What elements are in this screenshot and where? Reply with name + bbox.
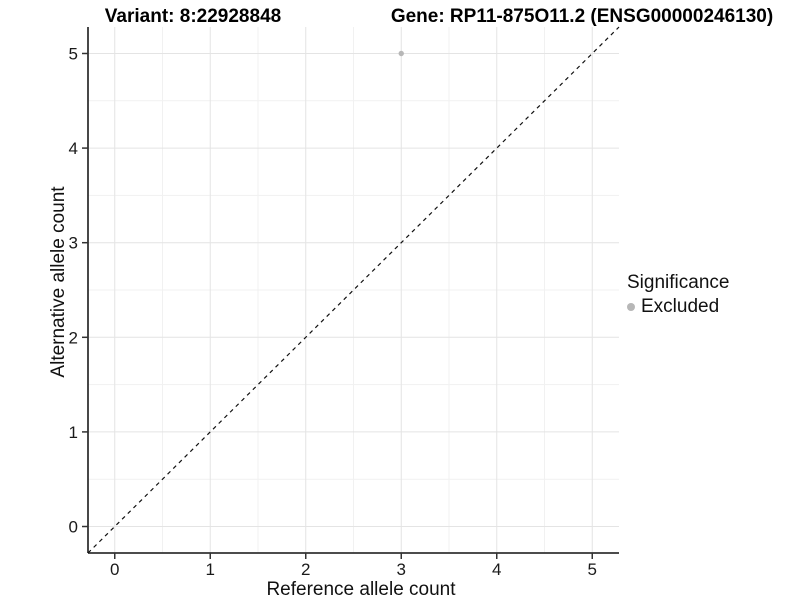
y-axis-title: Alternative allele count [48,186,69,378]
legend: Significance Excluded [627,272,729,319]
x-tick-label: 2 [301,560,310,579]
x-axis-title: Reference allele count [266,579,456,600]
y-tick-label: 4 [69,139,78,158]
y-tick-label: 0 [69,518,78,537]
axes [87,27,619,554]
data-points [398,50,404,57]
variant-title: Variant: 8:22928848 [105,6,281,27]
legend-dot-icon [627,303,635,312]
y-tick-label: 3 [69,234,78,253]
axis-ticks: 0 1 2 3 4 5 0 1 2 3 4 5 [69,44,597,579]
legend-title: Significance [627,272,730,293]
y-tick-label: 1 [69,423,78,442]
x-tick-label: 0 [110,560,119,579]
x-tick-label: 4 [492,560,501,579]
y-tick-label: 5 [69,44,78,63]
legend-item-excluded: Excluded [627,296,729,319]
gene-title: Gene: RP11-875O11.2 (ENSG00000246130) [391,6,773,27]
data-point [398,50,404,57]
x-tick-label: 3 [397,560,406,579]
x-tick-label: 5 [588,560,597,579]
y-tick-label: 2 [69,328,78,347]
legend-item-label: Excluded [641,295,720,317]
x-tick-label: 1 [206,560,215,579]
gridlines [88,27,619,553]
